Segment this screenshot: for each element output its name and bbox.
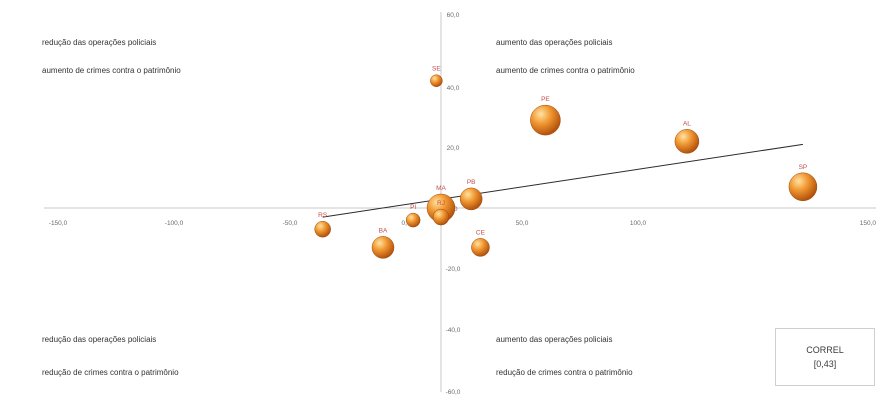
point-label-pi: PI [410, 204, 416, 211]
y-tick-label: 60,0 [447, 12, 460, 19]
x-tick-label: 50,0 [516, 220, 529, 227]
quadrant-bottom-right-line-2: redução de crimes contra o patrimônio [496, 368, 633, 377]
y-tick-label: 40,0 [447, 85, 460, 92]
bubble-rs [314, 220, 331, 238]
x-tick-label: -50,0 [283, 220, 298, 227]
x-tick-label: 0,0 [401, 220, 410, 227]
bubble-pe [530, 104, 561, 136]
bubble-se [430, 74, 443, 87]
y-tick-label: 20,0 [447, 145, 460, 152]
point-label-ce: CE [476, 229, 486, 236]
quadrant-top-right-line-1: aumento das operações policiais [496, 38, 613, 47]
bubble-pb [459, 187, 483, 211]
correl-box: CORREL [0,43] [775, 328, 875, 386]
y-tick-label: -60,0 [446, 389, 461, 396]
point-label-se: SE [432, 66, 441, 73]
x-tick-label: -150,0 [49, 220, 68, 227]
point-label-sp: SP [799, 164, 808, 171]
bubble-series [314, 74, 818, 259]
correl-value: [0,43] [813, 359, 837, 369]
quadrant-bottom-right-line-1: aumento das operações policiais [496, 335, 613, 344]
bubble-ba [371, 236, 395, 259]
quadrant-labels: redução das operações policiais aumento … [42, 38, 635, 377]
y-tick-label: -20,0 [446, 266, 461, 273]
point-label-ma: MA [436, 185, 446, 192]
x-tick-labels: -150,0 -100,0 -50,0 0,0 50,0 100,0 150,0 [49, 220, 877, 227]
x-tick-label: 150,0 [860, 220, 877, 227]
trendline [322, 143, 803, 218]
point-label-rs: RS [318, 212, 328, 219]
correl-title: CORREL [806, 345, 844, 355]
point-label-al: AL [683, 120, 691, 127]
point-label-pe: PE [541, 96, 550, 103]
point-label-rj: RJ [437, 200, 445, 207]
bubble-rj [432, 208, 450, 226]
x-tick-label: -100,0 [165, 220, 184, 227]
point-label-ba: BA [379, 227, 388, 234]
quadrant-top-left-line-2: aumento de crimes contra o patrimônio [42, 66, 181, 75]
quadrant-bottom-left-line-1: redução das operações policiais [42, 335, 156, 344]
bubble-sp [788, 172, 818, 202]
quadrant-bottom-left-line-2: redução de crimes contra o patrimônio [42, 368, 179, 377]
bubble-pi [405, 212, 421, 228]
quadrant-top-right-line-2: aumento de crimes contra o patrimônio [496, 66, 635, 75]
bubble-al [674, 129, 700, 154]
quadrant-top-left-line-1: redução das operações policiais [42, 38, 156, 47]
bubble-ce [471, 238, 490, 257]
point-label-pb: PB [467, 179, 476, 186]
point-labels: SE PE AL SP PB MA RJ PI RS BA CE [318, 66, 807, 237]
x-tick-label: 100,0 [630, 220, 647, 227]
y-tick-label: -40,0 [446, 327, 461, 334]
